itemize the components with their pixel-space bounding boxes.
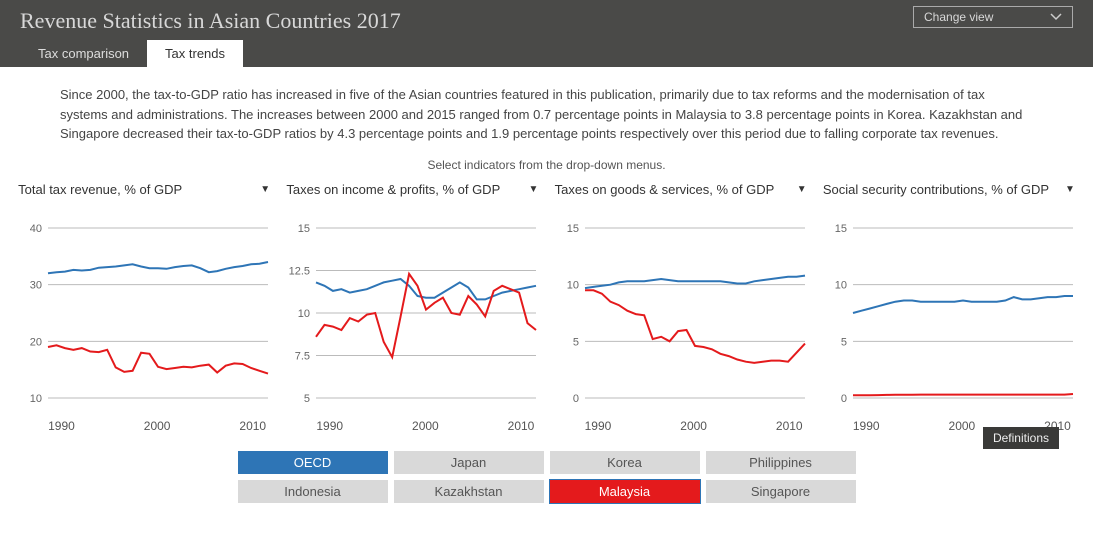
svg-text:40: 40 <box>30 223 42 235</box>
legend-japan[interactable]: Japan <box>394 451 544 474</box>
plot-0: 10 20 30 40 <box>14 207 274 417</box>
caret-down-icon: ▼ <box>528 184 538 195</box>
chart-0: Total tax revenue, % of GDP ▼ 10 20 30 40 1990… <box>14 182 274 433</box>
header-bar: Revenue Statistics in Asian Countries 20… <box>0 0 1093 67</box>
indicator-dropdown-0[interactable]: Total tax revenue, % of GDP ▼ <box>14 182 274 207</box>
legend-area: Definitions OECDJapanKoreaPhilippinesInd… <box>0 433 1093 513</box>
x-axis-labels: 199020002010 <box>14 417 274 433</box>
svg-text:5: 5 <box>841 336 847 348</box>
change-view-dropdown[interactable]: Change view <box>913 6 1073 28</box>
caret-down-icon: ▼ <box>797 184 807 195</box>
series-oecd <box>585 275 805 288</box>
plot-3: 0 5 10 15 <box>819 207 1079 417</box>
indicator-label: Taxes on goods & services, % of GDP <box>555 182 775 197</box>
legend-malaysia[interactable]: Malaysia <box>550 480 700 503</box>
caret-down-icon: ▼ <box>1065 184 1075 195</box>
x-axis-labels: 199020002010 <box>282 417 542 433</box>
svg-text:12.5: 12.5 <box>289 265 310 277</box>
indicator-label: Taxes on income & profits, % of GDP <box>286 182 500 197</box>
svg-text:5: 5 <box>573 336 579 348</box>
description-text: Since 2000, the tax-to-GDP ratio has inc… <box>0 67 1093 152</box>
indicator-dropdown-3[interactable]: Social security contributions, % of GDP ▼ <box>819 182 1079 207</box>
svg-text:10: 10 <box>566 279 578 291</box>
series-malaysia <box>316 273 536 356</box>
chart-2: Taxes on goods & services, % of GDP ▼ 0 5 10… <box>551 182 811 433</box>
svg-text:30: 30 <box>30 279 42 291</box>
svg-text:15: 15 <box>566 223 578 235</box>
caret-down-icon: ▼ <box>260 184 270 195</box>
series-oecd <box>316 279 536 299</box>
charts-row: Total tax revenue, % of GDP ▼ 10 20 30 40 1990… <box>0 182 1093 433</box>
change-view-label: Change view <box>924 10 993 24</box>
tab-tax-trends[interactable]: Tax trends <box>147 40 243 67</box>
indicator-label: Total tax revenue, % of GDP <box>18 182 182 197</box>
svg-text:15: 15 <box>298 223 310 235</box>
svg-text:10: 10 <box>30 393 42 405</box>
svg-text:10: 10 <box>835 279 847 291</box>
svg-text:15: 15 <box>835 223 847 235</box>
svg-text:10: 10 <box>298 308 310 320</box>
legend-korea[interactable]: Korea <box>550 451 700 474</box>
indicator-dropdown-1[interactable]: Taxes on income & profits, % of GDP ▼ <box>282 182 542 207</box>
legend-philippines[interactable]: Philippines <box>706 451 856 474</box>
legend-oecd[interactable]: OECD <box>238 451 388 474</box>
indicator-dropdown-2[interactable]: Taxes on goods & services, % of GDP ▼ <box>551 182 811 207</box>
plot-1: 5 7.5 10 12.5 15 <box>282 207 542 417</box>
svg-text:20: 20 <box>30 336 42 348</box>
svg-text:5: 5 <box>304 393 310 405</box>
definitions-button[interactable]: Definitions <box>983 427 1059 449</box>
legend-kazakhstan[interactable]: Kazakhstan <box>394 480 544 503</box>
legend-grid: OECD Japan Korea Philippines Indonesia Kazakh… <box>238 451 856 503</box>
chevron-down-icon <box>1050 10 1062 24</box>
instruction-text: Select indicators from the drop-down men… <box>0 152 1093 182</box>
series-oecd <box>853 296 1073 313</box>
legend-singapore[interactable]: Singapore <box>706 480 856 503</box>
plot-2: 0 5 10 15 <box>551 207 811 417</box>
svg-text:0: 0 <box>573 393 579 405</box>
x-axis-labels: 199020002010 <box>551 417 811 433</box>
legend-indonesia[interactable]: Indonesia <box>238 480 388 503</box>
chart-1: Taxes on income & profits, % of GDP ▼ 5 7.5… <box>282 182 542 433</box>
svg-text:0: 0 <box>841 393 847 405</box>
series-oecd <box>48 262 268 273</box>
tab-bar: Tax comparisonTax trends <box>20 40 1073 67</box>
svg-text:7.5: 7.5 <box>295 350 310 362</box>
chart-3: Social security contributions, % of GDP ▼… <box>819 182 1079 433</box>
series-malaysia <box>853 394 1073 395</box>
series-malaysia <box>585 290 805 363</box>
tab-tax-comparison[interactable]: Tax comparison <box>20 40 147 67</box>
series-malaysia <box>48 345 268 373</box>
indicator-label: Social security contributions, % of GDP <box>823 182 1049 197</box>
